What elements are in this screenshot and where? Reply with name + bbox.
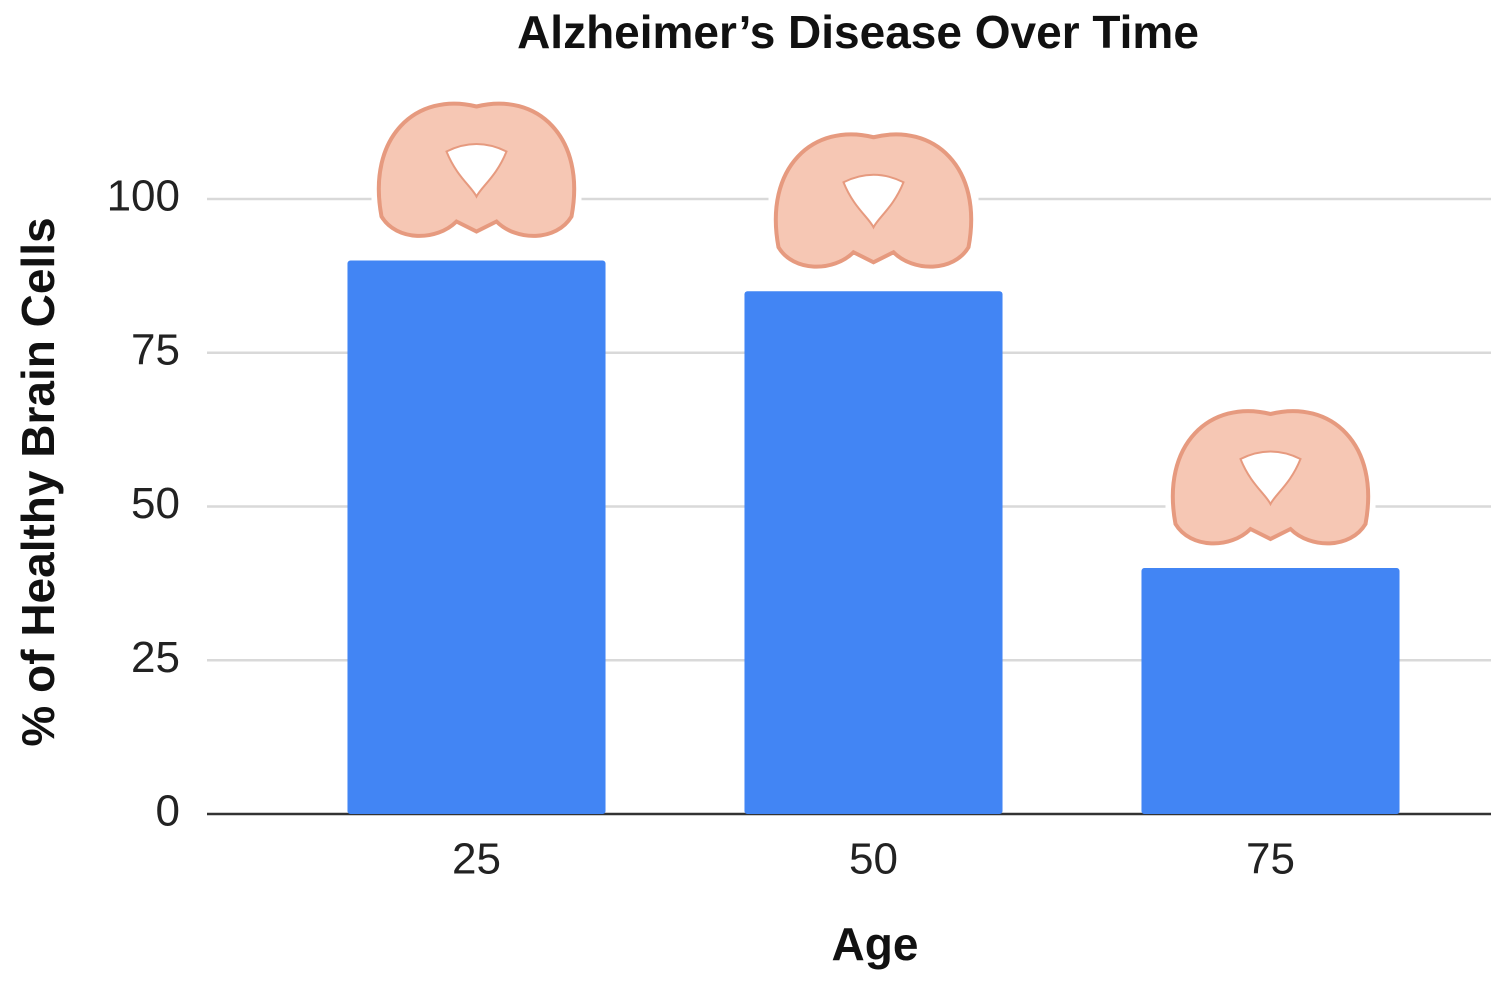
bar <box>1141 568 1400 814</box>
y-tick-label: 75 <box>131 325 180 374</box>
brain-ventricle <box>1239 450 1302 507</box>
x-tick-label: 50 <box>849 835 898 884</box>
brain-icon <box>768 117 979 278</box>
brain-ventricle <box>842 173 905 230</box>
chart-title: Alzheimer’s Disease Over Time <box>517 6 1199 58</box>
y-tick-label: 0 <box>156 787 180 836</box>
y-tick-label: 25 <box>131 633 180 682</box>
x-axis-title: Age <box>832 918 919 970</box>
bar <box>347 260 606 814</box>
brain-icon <box>1165 394 1376 554</box>
brain-icon <box>371 86 582 247</box>
x-tick-label: 25 <box>452 835 501 884</box>
y-tick-label: 100 <box>107 172 180 221</box>
brain-ventricle <box>445 143 508 199</box>
y-tick-label: 50 <box>131 479 180 528</box>
bars <box>347 260 1400 814</box>
y-axis-title: % of Healthy Brain Cells <box>12 217 64 746</box>
bar <box>744 291 1003 814</box>
icons <box>371 86 1376 554</box>
x-tick-label: 75 <box>1246 835 1295 884</box>
